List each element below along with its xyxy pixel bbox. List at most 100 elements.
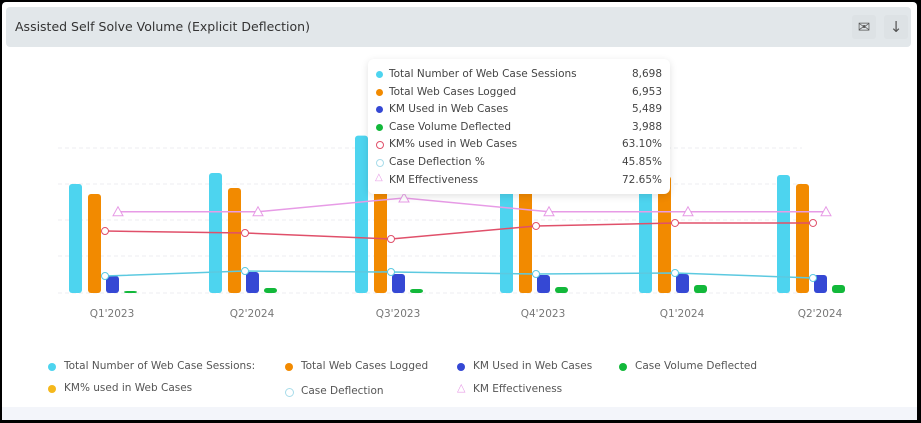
tooltip-label: Case Deflection % bbox=[389, 156, 485, 168]
tooltip-row: KM Used in Web Cases 5,489 bbox=[376, 102, 662, 118]
bar-3-1 bbox=[264, 288, 277, 293]
point-5-4 bbox=[671, 268, 679, 277]
bar-1-2 bbox=[374, 167, 387, 293]
line-4 bbox=[104, 222, 813, 240]
point-5-2 bbox=[387, 268, 395, 277]
bar-3-5 bbox=[832, 285, 845, 293]
x-tick-label: Q3'2023 bbox=[376, 308, 421, 320]
tooltip-value: 45.85% bbox=[621, 156, 662, 168]
series-marker-icon bbox=[285, 363, 293, 371]
envelope-icon: ✉ bbox=[857, 18, 871, 36]
point-6-1 bbox=[252, 205, 264, 217]
bar-0-4 bbox=[639, 173, 652, 293]
line-5 bbox=[104, 270, 814, 279]
bar-2-2 bbox=[392, 274, 405, 293]
x-tick-label: Q2'2024 bbox=[798, 308, 843, 320]
bar-1-4 bbox=[658, 176, 671, 293]
point-4-4 bbox=[671, 218, 679, 227]
tooltip-label: Case Volume Deflected bbox=[389, 120, 512, 133]
bar-1-5 bbox=[796, 184, 809, 293]
tooltip-value: 63.10% bbox=[621, 138, 662, 151]
bar-2-1 bbox=[246, 271, 259, 293]
bar-0-3 bbox=[500, 180, 513, 293]
point-6-4 bbox=[682, 205, 694, 217]
tooltip-label: KM Effectiveness bbox=[389, 173, 479, 186]
bar-0-0 bbox=[69, 184, 82, 293]
card-footer bbox=[2, 407, 917, 420]
tooltip-value: 5,489 bbox=[631, 103, 662, 116]
tooltip-label: KM Used in Web Cases bbox=[389, 103, 509, 116]
point-4-1 bbox=[241, 228, 249, 237]
tooltip-value: 3,988 bbox=[631, 120, 662, 133]
triangle-marker-icon: △ bbox=[375, 171, 383, 183]
bar-1-0 bbox=[88, 193, 101, 293]
tooltip-row: Case Deflection % 45.85% bbox=[376, 155, 662, 171]
chart-plot: Q1'2023 Q2'2024 Q3'2023 Q4'2023 Q1'2024 Q2'20… bbox=[58, 135, 845, 320]
bar-3-2 bbox=[410, 289, 423, 293]
bar-1-1 bbox=[228, 188, 241, 293]
series-marker-icon bbox=[48, 363, 56, 371]
email-button[interactable]: ✉ bbox=[852, 15, 876, 39]
point-4-5 bbox=[809, 218, 817, 227]
legend-label: Case Deflection bbox=[301, 385, 384, 397]
x-tick-label: Q1'2024 bbox=[660, 308, 705, 320]
x-tick-label: Q4'2023 bbox=[521, 308, 566, 320]
point-5-1 bbox=[241, 267, 249, 276]
legend-label: KM% used in Web Cases bbox=[64, 382, 193, 394]
chart-title: Assisted Self Solve Volume (Explicit Def… bbox=[15, 19, 310, 34]
series-marker-icon bbox=[457, 363, 465, 371]
chart-tooltip: Total Number of Web Case Sessions 8,698 To… bbox=[368, 59, 670, 194]
bar-0-2 bbox=[355, 135, 368, 293]
bar-0-5 bbox=[777, 174, 790, 293]
series-marker-icon bbox=[376, 71, 383, 78]
tooltip-row: Total Number of Web Case Sessions 8,698 bbox=[376, 67, 662, 83]
point-5-5 bbox=[809, 273, 817, 282]
tooltip-value: 72.65% bbox=[621, 173, 662, 186]
bar-1-3 bbox=[519, 182, 532, 293]
point-5-3 bbox=[532, 269, 540, 278]
point-4-3 bbox=[532, 221, 540, 230]
series-marker-icon bbox=[48, 385, 56, 393]
tooltip-row: Total Web Cases Logged 6,953 bbox=[376, 85, 662, 101]
series-marker-icon bbox=[376, 123, 383, 131]
tooltip-value: 6,953 bbox=[631, 85, 662, 98]
tooltip-label: Total Number of Web Case Sessions bbox=[389, 68, 577, 80]
series-marker-icon bbox=[376, 159, 384, 167]
x-tick-label: Q2'2024 bbox=[230, 308, 275, 320]
point-4-0 bbox=[101, 227, 109, 236]
series-marker-icon bbox=[376, 88, 383, 96]
bar-2-0 bbox=[106, 276, 119, 293]
bar-2-3 bbox=[537, 275, 550, 293]
legend-label: KM Effectiveness bbox=[473, 383, 563, 395]
download-button[interactable]: ↓ bbox=[884, 15, 908, 39]
bar-3-3 bbox=[555, 287, 568, 293]
series-marker-icon bbox=[376, 106, 383, 114]
bar-2-4 bbox=[676, 274, 689, 293]
tooltip-row: Case Volume Deflected 3,988 bbox=[376, 120, 662, 136]
bar-3-0 bbox=[124, 291, 137, 293]
tooltip-row: △ KM Effectiveness 72.65% bbox=[375, 171, 662, 189]
legend-label: KM Used in Web Cases bbox=[473, 360, 593, 372]
tooltip-value: 8,698 bbox=[631, 68, 662, 80]
card-header: Assisted Self Solve Volume (Explicit Def… bbox=[6, 7, 911, 47]
bar-2-5 bbox=[814, 275, 827, 293]
tooltip-label: Total Web Cases Logged bbox=[389, 85, 517, 98]
tooltip-label: KM% used in Web Cases bbox=[389, 138, 518, 151]
series-marker-icon bbox=[619, 363, 627, 371]
point-4-2 bbox=[387, 234, 395, 243]
legend-label: Total Web Cases Logged bbox=[301, 360, 429, 372]
series-marker-icon bbox=[285, 388, 294, 397]
legend-label: Total Number of Web Case Sessions: bbox=[64, 360, 256, 372]
point-6-2 bbox=[398, 191, 410, 203]
point-6-5 bbox=[820, 205, 832, 217]
arrow-down-icon: ↓ bbox=[889, 18, 903, 36]
legend-label: Case Volume Deflected bbox=[635, 360, 758, 372]
tooltip-row: KM% used in Web Cases 63.10% bbox=[376, 137, 662, 153]
point-5-0 bbox=[101, 272, 109, 281]
point-6-3 bbox=[543, 205, 555, 217]
bar-3-4 bbox=[694, 285, 707, 293]
line-6 bbox=[118, 197, 826, 213]
triangle-marker-icon: △ bbox=[457, 381, 466, 394]
point-6-0 bbox=[112, 205, 124, 217]
